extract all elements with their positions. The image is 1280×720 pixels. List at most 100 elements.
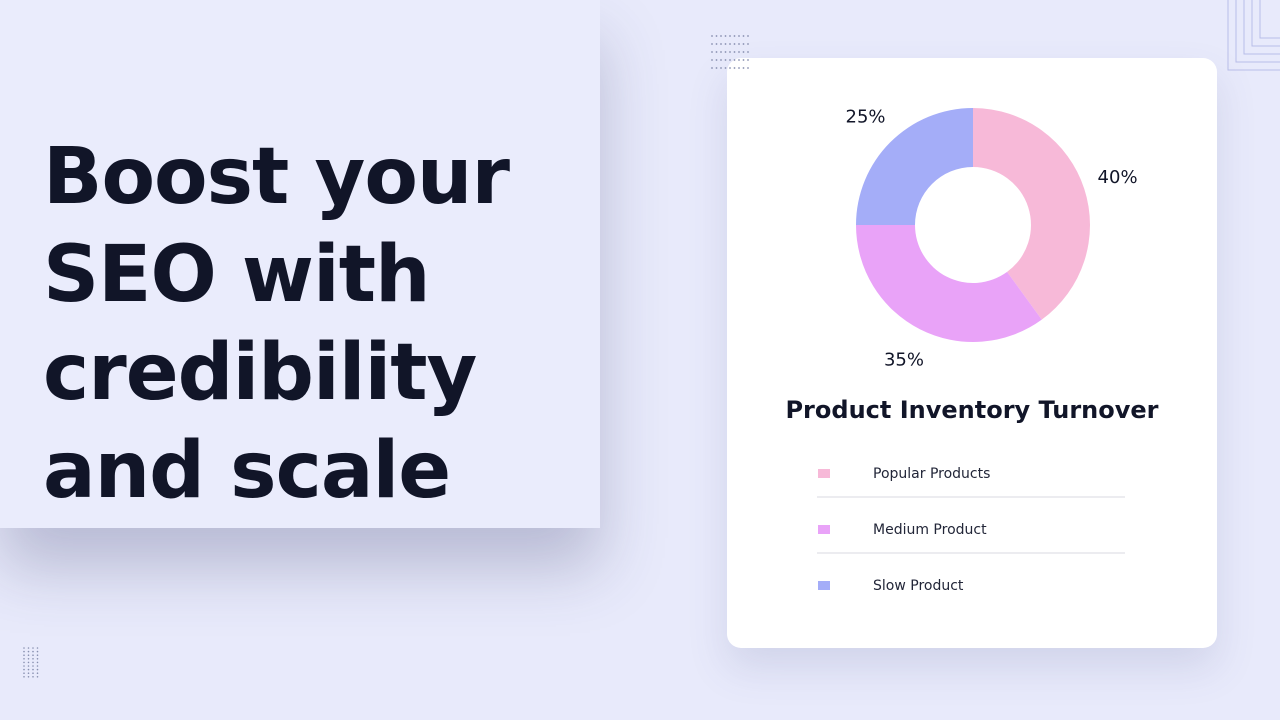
dot	[715, 51, 718, 53]
dot	[729, 51, 731, 53]
legend-label: Medium Product	[873, 522, 987, 538]
chart-title: Product Inventory Turnover	[785, 396, 1158, 424]
dot	[715, 35, 718, 37]
dot	[742, 51, 745, 53]
dot	[32, 668, 34, 671]
headline-line: credibility	[43, 328, 477, 418]
dot	[27, 647, 30, 649]
headline: Boost your SEO with credibility and scale	[43, 128, 510, 520]
dot	[27, 650, 30, 653]
dot	[747, 43, 749, 45]
dot	[733, 67, 736, 69]
dot	[747, 51, 749, 53]
dot	[27, 654, 30, 656]
legend-swatch	[818, 469, 830, 478]
dot	[724, 59, 727, 61]
dot	[27, 672, 30, 674]
dot	[747, 59, 749, 61]
dot	[733, 51, 736, 53]
dot	[711, 43, 713, 45]
dot	[720, 59, 722, 61]
dot	[715, 67, 718, 69]
dot	[720, 67, 722, 69]
dot	[36, 650, 39, 653]
dot	[23, 658, 25, 660]
dot	[27, 665, 30, 667]
headline-panel	[0, 0, 600, 528]
dot	[23, 654, 25, 656]
dot	[724, 43, 727, 45]
dot	[715, 43, 718, 45]
dot	[742, 35, 745, 37]
legend-label: Slow Product	[873, 578, 964, 594]
dot	[711, 59, 713, 61]
dot	[738, 43, 740, 45]
donut-slice	[856, 108, 973, 225]
dot	[27, 676, 30, 678]
dot	[724, 67, 727, 69]
dot	[23, 661, 25, 664]
dot	[36, 676, 39, 678]
dot	[715, 59, 718, 61]
dot	[720, 51, 722, 53]
dot	[36, 661, 39, 664]
dot	[729, 35, 731, 37]
headline-line: and scale	[43, 426, 451, 516]
dot	[742, 43, 745, 45]
dot	[747, 67, 749, 69]
dot	[23, 676, 25, 678]
dot	[27, 668, 30, 671]
headline-line: Boost your	[43, 132, 510, 222]
dot	[711, 67, 713, 69]
dot	[738, 35, 740, 37]
dot	[23, 672, 25, 674]
dot	[32, 672, 34, 674]
dot	[733, 59, 736, 61]
dot	[23, 647, 25, 649]
dot	[711, 35, 713, 37]
dot	[738, 59, 740, 61]
value-label: 40%	[1098, 167, 1138, 188]
dot	[32, 665, 34, 667]
headline-line: SEO with	[43, 230, 431, 320]
value-label: 35%	[884, 349, 924, 370]
dot	[720, 35, 722, 37]
dot	[23, 668, 25, 671]
dot	[720, 43, 722, 45]
dot	[36, 665, 39, 667]
dot	[724, 51, 727, 53]
legend-swatch	[818, 525, 830, 534]
decor	[23, 35, 749, 678]
dot	[747, 35, 749, 37]
dot	[733, 35, 736, 37]
dot	[711, 51, 713, 53]
legend-label: Popular Products	[873, 466, 990, 482]
dot	[32, 676, 34, 678]
dot	[742, 67, 745, 69]
dot	[32, 654, 34, 656]
dot	[32, 650, 34, 653]
dot	[724, 35, 727, 37]
dot	[32, 658, 34, 660]
donut-slice	[856, 225, 1042, 343]
corner-lines	[1227, 0, 1280, 71]
dot	[733, 43, 736, 45]
dot	[742, 59, 745, 61]
dot	[36, 647, 39, 649]
dot	[27, 658, 30, 660]
dot	[23, 650, 25, 653]
dot	[36, 672, 39, 674]
dot	[729, 43, 731, 45]
dot	[729, 67, 731, 69]
dot	[36, 654, 39, 656]
dot	[32, 661, 34, 664]
dot	[36, 658, 39, 660]
legend-swatch	[818, 581, 830, 590]
dot	[23, 665, 25, 667]
dot	[738, 67, 740, 69]
dot	[738, 51, 740, 53]
dot	[32, 647, 34, 649]
value-label: 25%	[846, 107, 886, 128]
